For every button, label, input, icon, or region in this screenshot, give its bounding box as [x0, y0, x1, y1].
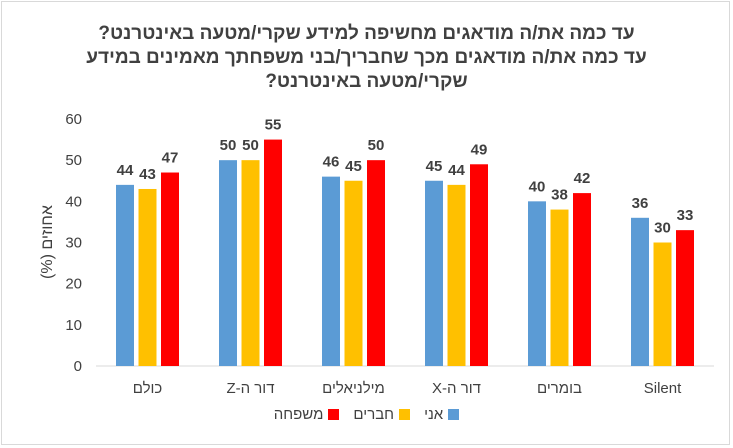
data-label: 38	[551, 187, 568, 204]
bar	[550, 209, 569, 366]
data-label: 36	[632, 195, 649, 212]
legend-swatch-family	[328, 409, 340, 420]
x-tick-label: דור ה-Z	[226, 380, 274, 397]
y-tick-label: 30	[65, 235, 82, 252]
y-tick-label: 20	[65, 276, 82, 293]
legend-label-friends: חברים	[353, 406, 395, 423]
data-label: 50	[368, 137, 385, 154]
bar	[631, 217, 649, 366]
legend-item-me: אני	[424, 406, 460, 423]
data-label: 33	[677, 207, 694, 224]
bar	[116, 184, 134, 366]
chart-legend: אני חברים משפחה	[0, 406, 733, 423]
bar	[676, 230, 694, 366]
y-tick-label: 0	[74, 358, 82, 375]
x-tick-label: מילניאלים	[322, 380, 385, 397]
data-label: 42	[574, 170, 591, 187]
x-tick-label: בומרים	[537, 380, 582, 397]
bar	[264, 139, 282, 366]
bar	[161, 172, 179, 366]
y-tick-label: 10	[65, 317, 82, 334]
y-axis-label: אחוזים (%)	[39, 205, 56, 279]
bar	[447, 184, 466, 366]
legend-swatch-friends	[399, 409, 411, 420]
data-label: 45	[345, 158, 362, 175]
data-label: 44	[448, 162, 465, 179]
chart-title-line-3: שקרי/מטעה באינטרנט?	[265, 71, 468, 92]
data-label: 50	[220, 137, 237, 154]
chart-title-line-2: עד כמה את/ה מודאגים מכך שחבריך/בני משפחת…	[86, 47, 647, 68]
data-label: 46	[323, 154, 340, 171]
bar	[470, 164, 488, 366]
data-label: 43	[139, 166, 156, 183]
data-label: 49	[471, 141, 488, 158]
data-label: 44	[117, 162, 134, 179]
legend-label-family: משפחה	[273, 406, 324, 423]
bar	[573, 193, 591, 366]
bar	[367, 160, 385, 366]
y-tick-label: 40	[65, 193, 82, 210]
chart-title-line-1: עד כמה את/ה מודאגים מחשיפה למידע שקרי/מט…	[98, 23, 635, 44]
x-tick-label: דור ה-X	[432, 380, 481, 397]
bar	[344, 180, 363, 366]
x-tick-label: כולם	[133, 380, 163, 397]
bar	[322, 176, 340, 366]
y-tick-label: 60	[65, 111, 82, 128]
x-tick-label: Silent	[644, 380, 682, 397]
bar	[425, 180, 443, 366]
data-label: 30	[654, 220, 671, 237]
legend-item-friends: חברים	[353, 406, 411, 423]
data-label: 50	[242, 137, 259, 154]
bar	[138, 188, 157, 366]
legend-item-family: משפחה	[274, 406, 340, 423]
bar	[219, 160, 237, 366]
data-label: 45	[426, 158, 443, 175]
bar	[653, 242, 672, 366]
data-label: 40	[529, 178, 546, 195]
bar	[241, 160, 260, 366]
legend-swatch-me	[448, 409, 460, 420]
data-label: 47	[162, 150, 179, 167]
bar	[528, 201, 546, 366]
data-label: 55	[265, 117, 282, 134]
y-tick-label: 50	[65, 152, 82, 169]
chart-title: עד כמה את/ה מודאגים מחשיפה למידע שקרי/מט…	[0, 22, 733, 94]
legend-label-me: אני	[424, 406, 444, 423]
